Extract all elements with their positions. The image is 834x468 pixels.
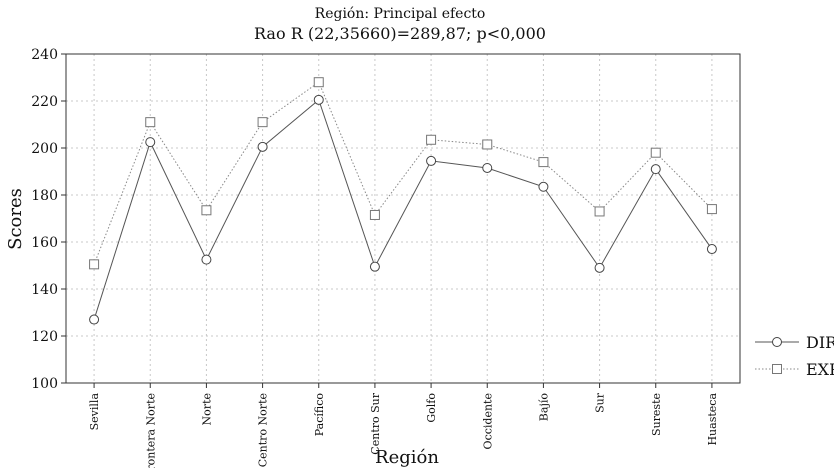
x-tick-label: Sur [594,392,607,413]
x-tick-label: Occidente [481,393,494,449]
data-point-dir [594,262,605,273]
data-point-dir [89,314,100,325]
data-point-exp [650,147,661,158]
series-line-exp [93,81,713,265]
x-tick-labels: Sevilla Frontera Norte Norte Centro Norte Pa… [88,392,719,468]
y-tick-label: 120 [31,329,58,345]
data-point-exp [426,134,437,145]
legend-marker-dir [772,337,782,347]
x-tick-label: Norte [200,393,213,425]
y-tick-labels: 100 120 140 160 180 200 220 240 [31,47,58,392]
x-axis-label: Región [375,447,439,468]
x-tick-label: Sureste [650,393,663,436]
x-tick-label: Centro Sur [369,392,382,454]
x-tick-label: Pacífico [313,393,326,437]
legend-label-exp: EXP [806,360,834,379]
y-tick-label: 160 [31,235,58,251]
y-axis-label: Scores [5,188,26,250]
series [89,77,717,325]
x-tick-label: Bajío [537,393,550,422]
legend: DIR EXP [755,333,834,379]
x-tick-label: Sevilla [88,393,101,431]
x-tick-label: Golfo [425,393,438,423]
data-point-dir [145,137,156,148]
data-point-exp [201,205,212,216]
data-point-dir [706,244,717,255]
data-point-dir [538,181,549,192]
data-point-dir [201,254,212,265]
axes [61,53,741,388]
data-point-dir [257,141,268,152]
y-tick-label: 200 [31,141,58,157]
y-tick-label: 180 [31,188,58,204]
data-point-exp [369,209,380,220]
chart-subtitle: Rao R (22,35660)=289,87; p<0,000 [254,24,546,43]
data-point-dir [482,162,493,173]
x-tick-label: Huasteca [706,393,719,446]
data-point-dir [650,164,661,175]
y-tick-label: 240 [31,47,58,63]
y-tick-label: 140 [31,282,58,298]
data-point-exp [89,259,100,270]
grid [66,54,740,383]
chart-title: Región: Principal efecto [315,6,486,22]
data-point-exp [145,117,156,128]
data-point-exp [594,206,605,217]
data-point-exp [257,117,268,128]
data-point-exp [313,77,324,88]
data-point-exp [706,204,717,215]
data-point-dir [426,155,437,166]
data-point-exp [538,157,549,168]
data-point-exp [482,139,493,150]
legend-label-dir: DIR [806,333,834,352]
plot-frame [65,53,741,384]
data-point-dir [369,261,380,272]
x-tick-label: Centro Norte [257,393,270,467]
x-tick-label: Frontera Norte [144,393,157,468]
y-tick-label: 220 [31,94,58,110]
legend-marker-exp [772,364,782,374]
series-line-dir [93,98,713,320]
y-tick-label: 100 [31,376,58,392]
data-point-dir [313,94,324,105]
